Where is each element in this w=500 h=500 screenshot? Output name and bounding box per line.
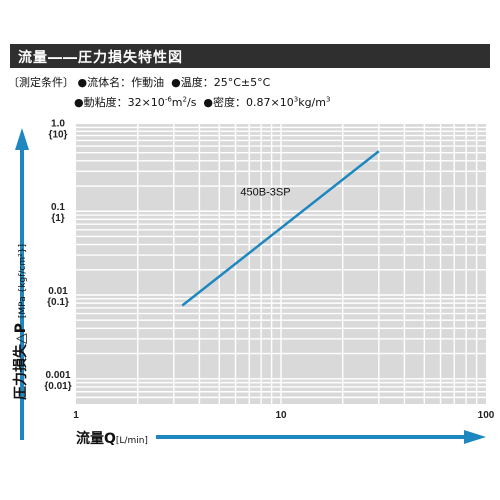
x-axis-label-unit: [L/min] — [115, 436, 148, 446]
fluid-condition: ●流体名：作動油 — [77, 76, 165, 89]
viscosity-condition: ●動粘度：32×10-6m2/s — [74, 95, 197, 109]
axis-arrows — [15, 128, 486, 444]
series-label: 450B-3SP — [240, 186, 290, 198]
chart-title-bar: 流量――圧力損失特性図 — [10, 44, 490, 68]
density-condition: ●密度：0.87×103kg/m3 — [203, 95, 331, 109]
y-axis-label-main: 圧力損失△P — [13, 322, 29, 400]
tick-labels: 1 10 100 1.0{10} 0.1{1} 0.01{0.1} 0.001{0.01} — [44, 118, 494, 421]
temperature-condition: ●温度：25°C±5°C — [171, 76, 271, 89]
x-axis-label-main: 流量Q — [76, 431, 116, 447]
conditions-row-2: ●動粘度：32×10-6m2/s ●密度：0.87×103kg/m3 — [74, 92, 330, 110]
conditions-row-1: 〔測定条件〕 ●流体名：作動油 ●温度：25°C±5°C — [8, 76, 270, 90]
y-tick-sublabel: {1} — [51, 213, 64, 224]
x-tick-label: 100 — [478, 410, 495, 421]
y-tick-label: 1.0 — [51, 118, 65, 129]
series-line — [181, 150, 380, 307]
y-tick-sublabel: {0.01} — [44, 381, 71, 392]
y-tick-label: 0.001 — [45, 370, 70, 381]
y-tick-label: 0.1 — [51, 202, 65, 213]
y-axis-arrowhead — [15, 128, 29, 150]
chart-grid — [76, 124, 486, 404]
x-axis-arrowhead — [464, 430, 486, 444]
chart-title: 流量――圧力損失特性図 — [18, 50, 183, 66]
series-layer: 450B-3SP — [181, 150, 380, 307]
conditions-label: 〔測定条件〕 — [8, 76, 74, 89]
y-axis-label: 圧力損失△P [MPa {kgf/cm²}] — [6, 222, 34, 422]
x-tick-label: 1 — [73, 410, 79, 421]
x-tick-label: 10 — [275, 410, 287, 421]
x-axis-label: 流量Q[L/min] — [76, 428, 148, 448]
y-tick-sublabel: {10} — [49, 129, 68, 140]
y-tick-label: 0.01 — [48, 286, 68, 297]
y-axis-label-unit: [MPa {kgf/cm²}] — [18, 244, 28, 319]
y-tick-sublabel: {0.1} — [47, 297, 69, 308]
